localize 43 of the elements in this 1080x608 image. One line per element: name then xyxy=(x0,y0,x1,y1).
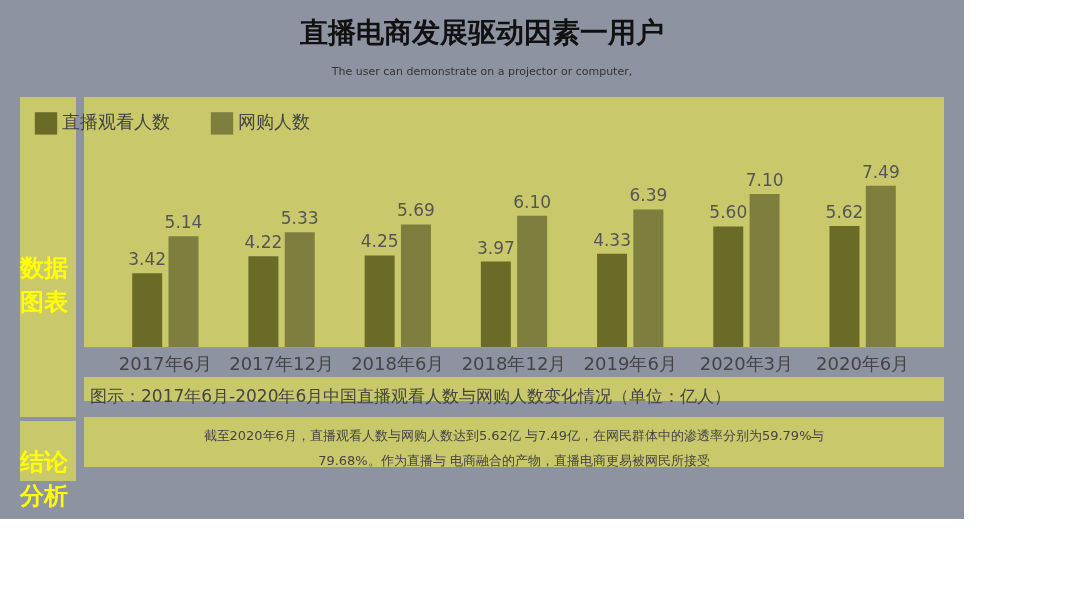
text: 截至2020年6月，直播观看人数与网购人数达到5.62亿 与7.49亿，在网民群体中的渗透率分别为59.79%与79.68%。作为直播与 电商融合的产物，直播电商更易被网民所接受 xyxy=(203,427,825,468)
bar xyxy=(865,185,896,347)
x-tick-label: 2017年12月 xyxy=(229,352,334,374)
bar xyxy=(248,256,279,347)
text: 图示：2017年6月-2020年6月中国直播观看人数与网购人数变化情况（单位：亿人） xyxy=(90,386,732,406)
x-tick-label: 2020年3月 xyxy=(699,352,794,374)
data-label: 7.49 xyxy=(861,161,900,182)
data-label: 5.69 xyxy=(397,200,435,221)
text: 数据图表 xyxy=(19,254,68,316)
x-tick-label: 2018年6月 xyxy=(351,352,445,374)
data-label: 7.10 xyxy=(745,170,784,191)
data-label: 5.62 xyxy=(825,201,864,222)
data-label: 5.33 xyxy=(280,208,319,229)
bar xyxy=(364,255,395,347)
bar xyxy=(517,215,548,347)
bar xyxy=(597,253,628,347)
bar xyxy=(633,209,664,347)
chart-title: 直播电商发展驱动因素一用户 xyxy=(299,16,664,49)
data-label: 5.60 xyxy=(709,202,748,223)
bar xyxy=(284,232,315,347)
data-label: 4.25 xyxy=(360,231,399,252)
data-label: 6.39 xyxy=(629,185,668,206)
bar xyxy=(132,273,163,347)
x-tick-label: 2018年12月 xyxy=(461,352,567,374)
data-label: 3.97 xyxy=(476,237,515,258)
x-tick-label: 2017年6月 xyxy=(118,352,212,374)
x-tick-label: 2020年6月 xyxy=(816,352,910,374)
data-label: 3.42 xyxy=(128,249,167,270)
legend-label: 直播观看人数 xyxy=(62,111,170,133)
legend-label: 网购人数 xyxy=(238,111,310,133)
bar xyxy=(400,224,431,347)
bar xyxy=(749,194,780,347)
data-label: 6.10 xyxy=(513,191,552,212)
bar xyxy=(480,261,511,347)
data-label: 5.14 xyxy=(164,212,203,233)
data-label: 4.22 xyxy=(244,232,283,253)
data-label: 4.33 xyxy=(593,229,631,250)
x-tick-label: 2019年6月 xyxy=(583,352,677,374)
bar xyxy=(713,226,744,347)
text: 结论分析 xyxy=(19,448,69,510)
bar xyxy=(168,236,199,347)
chart-subtitle: The user can demonstrate on a projector or computer, xyxy=(330,65,633,78)
bar xyxy=(829,225,860,347)
